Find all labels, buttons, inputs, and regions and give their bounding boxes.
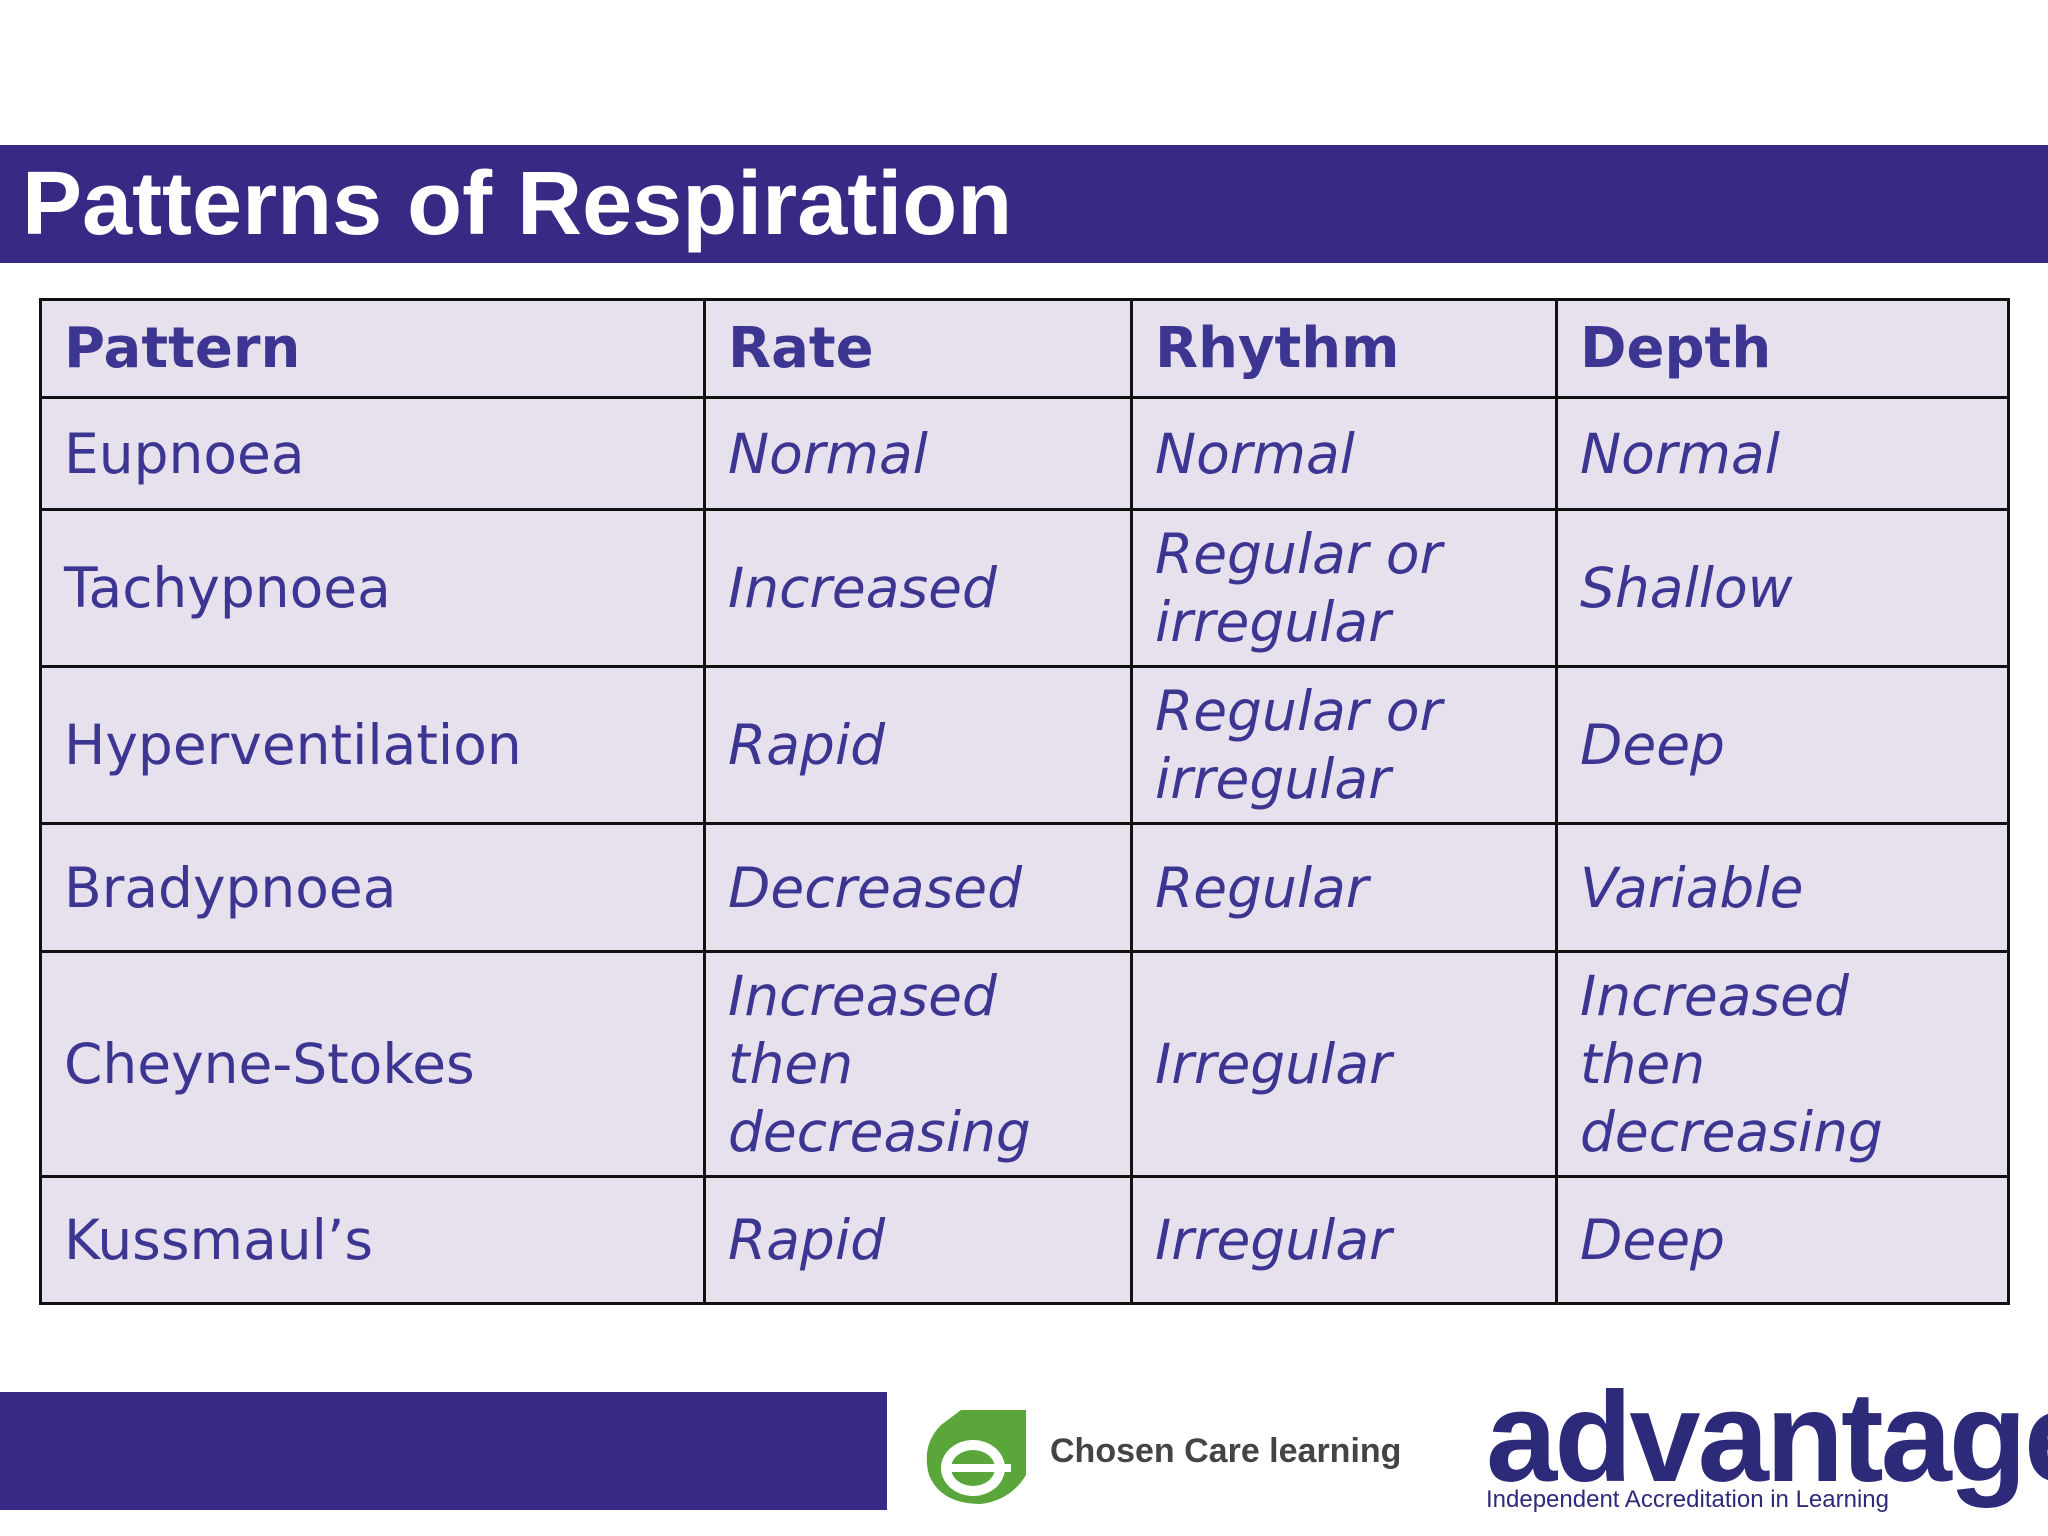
value-cell: Decreased [703,822,1133,953]
value-cell: Shallow [1555,508,2010,668]
pattern-cell: Tachypnoea [39,508,706,668]
table-row: Eupnoea Normal Normal Normal [39,396,2010,511]
value-cell: Regular or irregular [1130,508,1558,668]
table-row: Cheyne-Stokes Increased then decreasing Ir… [39,950,2010,1178]
table-row: Hyperventilation Rapid Regular or irregula… [39,665,2010,825]
value-cell: Regular or irregular [1130,665,1558,825]
title-bar: Patterns of Respiration [0,145,2048,263]
column-header: Rhythm [1130,298,1558,399]
value-cell: Variable [1555,822,2010,953]
value-cell: Deep [1555,665,2010,825]
value-cell: Rapid [703,665,1133,825]
column-header: Pattern [39,298,706,399]
advantage-logo: advantage [1486,1366,2048,1509]
pattern-cell: Hyperventilation [39,665,706,825]
value-cell: Increased then decreasing [1555,950,2010,1178]
table-row: Bradypnoea Decreased Regular Variable [39,822,2010,953]
respiration-table: Pattern Rate Rhythm Depth Eupnoea Normal Norm… [39,298,2010,1305]
pattern-cell: Eupnoea [39,396,706,511]
value-cell: Normal [703,396,1133,511]
value-cell: Deep [1555,1175,2010,1305]
column-header: Rate [703,298,1133,399]
value-cell: Normal [1555,396,2010,511]
value-cell: Irregular [1130,1175,1558,1305]
chosen-care-logo-icon [926,1410,1026,1504]
value-cell: Irregular [1130,950,1558,1178]
table-body: Eupnoea Normal Normal Normal Tachypnoea Incre… [39,396,2010,1305]
value-cell: Increased then decreasing [703,950,1133,1178]
footer-bar [0,1392,887,1510]
table-row: Kussmaul’s Rapid Irregular Deep [39,1175,2010,1305]
value-cell: Increased [703,508,1133,668]
value-cell: Regular [1130,822,1558,953]
slide-title: Patterns of Respiration [22,154,1013,254]
pattern-cell: Kussmaul’s [39,1175,706,1305]
header-row: Pattern Rate Rhythm Depth [39,298,2010,399]
value-cell: Rapid [703,1175,1133,1305]
chosen-care-logo-text: Chosen Care learning [1050,1432,1402,1470]
pattern-cell: Bradypnoea [39,822,706,953]
value-cell: Normal [1130,396,1558,511]
column-header: Depth [1555,298,2010,399]
pattern-cell: Cheyne-Stokes [39,950,706,1178]
table-row: Tachypnoea Increased Regular or irregular S… [39,508,2010,668]
advantage-tagline: Independent Accreditation in Learning [1486,1486,1889,1513]
